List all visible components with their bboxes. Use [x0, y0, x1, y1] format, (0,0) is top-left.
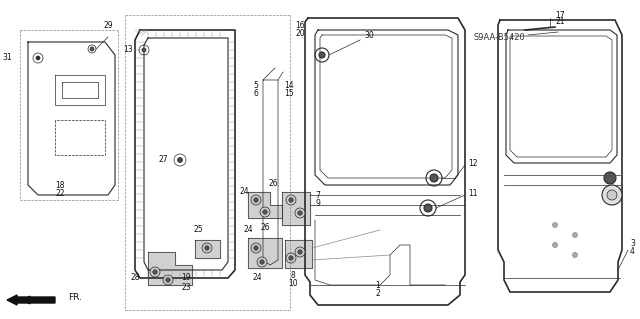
Circle shape [298, 250, 302, 254]
Circle shape [295, 208, 305, 218]
Circle shape [257, 257, 267, 267]
Polygon shape [148, 252, 192, 285]
Text: 26: 26 [260, 224, 270, 233]
Circle shape [251, 243, 261, 253]
Text: 12: 12 [468, 159, 477, 167]
Text: 9: 9 [315, 198, 320, 207]
Text: 24: 24 [252, 273, 262, 283]
Circle shape [253, 198, 259, 202]
Text: 20: 20 [295, 28, 305, 38]
Circle shape [295, 247, 305, 257]
Circle shape [289, 198, 293, 202]
Circle shape [260, 260, 264, 264]
Text: 17: 17 [555, 11, 564, 19]
FancyArrow shape [7, 295, 55, 305]
Text: 31: 31 [3, 54, 12, 63]
Text: 15: 15 [284, 88, 294, 98]
Circle shape [424, 204, 432, 212]
Circle shape [202, 243, 212, 253]
Text: 21: 21 [555, 18, 564, 26]
Circle shape [263, 210, 268, 214]
Text: 19: 19 [181, 273, 191, 283]
Text: 5: 5 [253, 80, 258, 90]
Text: 13: 13 [124, 46, 133, 55]
Circle shape [163, 275, 173, 285]
Text: 2: 2 [376, 288, 380, 298]
Text: S9AA-B5420: S9AA-B5420 [474, 33, 525, 42]
Circle shape [286, 253, 296, 263]
Circle shape [153, 270, 157, 274]
Text: 11: 11 [468, 189, 477, 197]
Polygon shape [248, 238, 282, 268]
Circle shape [90, 47, 94, 51]
Circle shape [573, 253, 577, 257]
Circle shape [286, 195, 296, 205]
Text: 7: 7 [315, 190, 320, 199]
Text: 24: 24 [239, 188, 249, 197]
Polygon shape [285, 240, 312, 268]
Circle shape [251, 195, 261, 205]
Circle shape [260, 207, 270, 217]
Circle shape [298, 211, 302, 215]
Circle shape [319, 52, 325, 58]
Text: 27: 27 [158, 155, 168, 165]
Text: 24: 24 [243, 226, 253, 234]
Polygon shape [282, 192, 310, 225]
Text: 29: 29 [103, 20, 113, 29]
Circle shape [205, 246, 209, 250]
Circle shape [552, 242, 557, 248]
Text: 23: 23 [181, 283, 191, 292]
Circle shape [607, 190, 617, 200]
Polygon shape [195, 240, 220, 258]
Text: 30: 30 [364, 31, 374, 40]
Circle shape [142, 48, 146, 52]
Circle shape [150, 267, 160, 277]
Text: FR.: FR. [68, 293, 82, 302]
Circle shape [602, 185, 622, 205]
Circle shape [289, 256, 293, 260]
Text: 8: 8 [291, 271, 296, 279]
Circle shape [430, 174, 438, 182]
Text: 16: 16 [295, 20, 305, 29]
Text: 14: 14 [284, 80, 294, 90]
Text: 10: 10 [288, 279, 298, 288]
Text: 6: 6 [253, 88, 258, 98]
Text: 28: 28 [131, 273, 140, 283]
Circle shape [166, 278, 170, 282]
Polygon shape [248, 192, 282, 218]
Circle shape [253, 246, 259, 250]
Circle shape [573, 233, 577, 238]
Circle shape [552, 222, 557, 227]
Text: 26: 26 [268, 179, 278, 188]
Text: 25: 25 [193, 226, 203, 234]
Circle shape [604, 172, 616, 184]
Circle shape [36, 56, 40, 60]
Text: 18: 18 [55, 181, 65, 189]
Text: 3: 3 [630, 239, 635, 248]
Text: 4: 4 [630, 247, 635, 256]
Text: 22: 22 [55, 189, 65, 197]
Text: 1: 1 [376, 280, 380, 290]
Circle shape [177, 158, 182, 162]
